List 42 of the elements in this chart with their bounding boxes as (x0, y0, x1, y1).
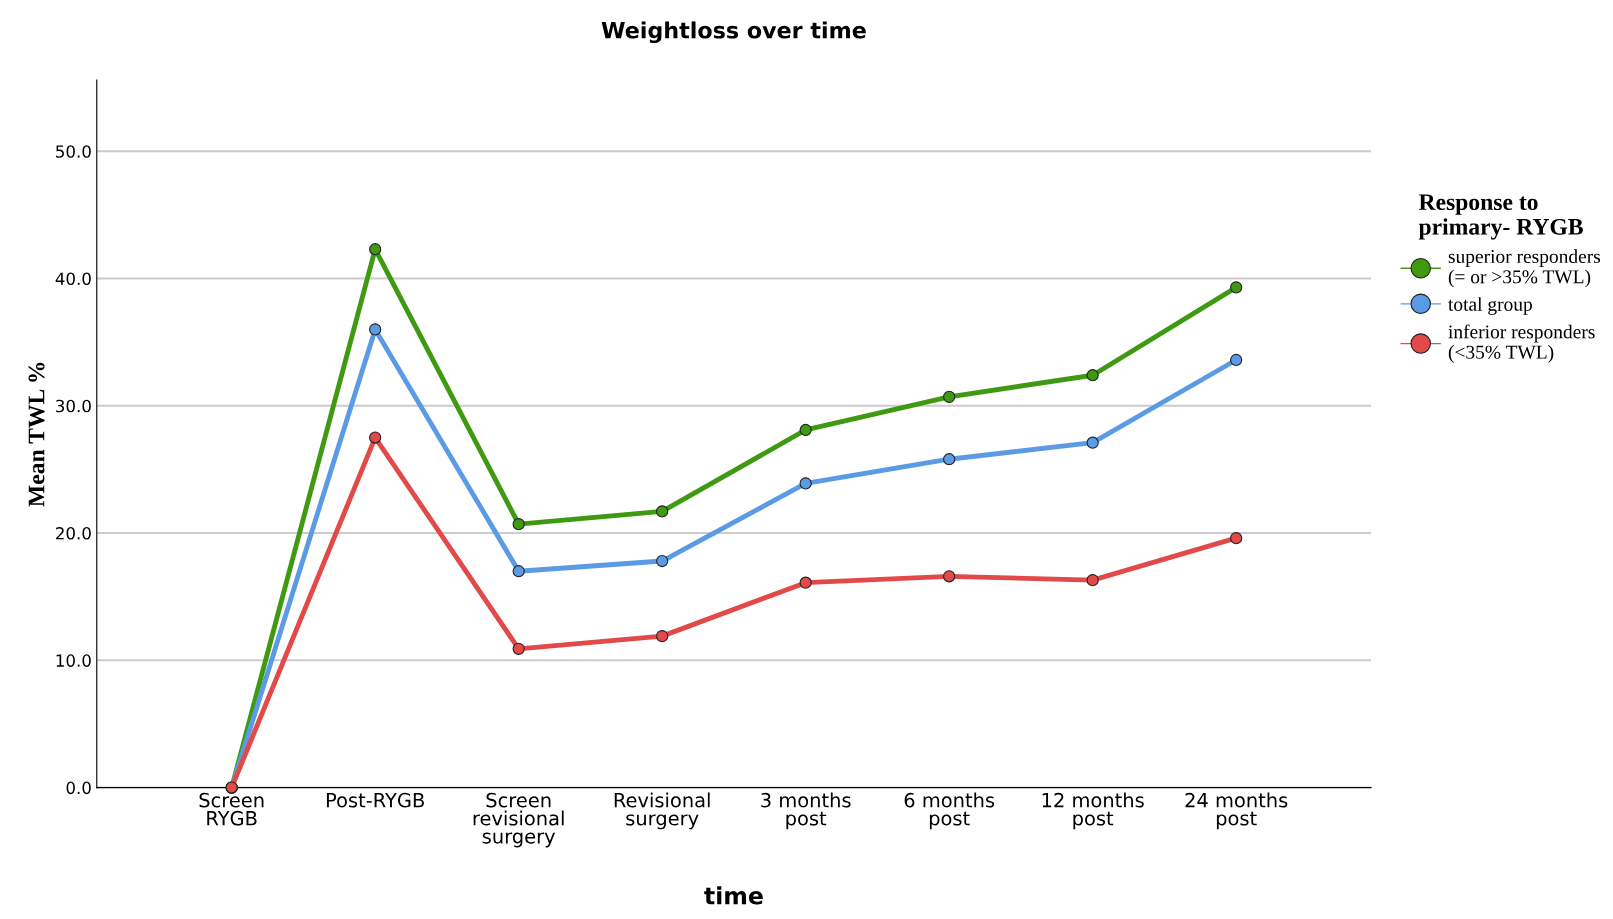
point (369, 243, 382, 256)
point (799, 477, 812, 490)
y-tick-label: 40.0 (55, 272, 91, 286)
point (1086, 369, 1099, 382)
x-tick-label: Screen RYGB (199, 792, 264, 826)
x-tick-label: 12 months post (1042, 792, 1144, 830)
point (1230, 532, 1243, 545)
legend-label: total group (1448, 297, 1532, 315)
point (799, 576, 812, 589)
legend-title: Response to primary- RYGB (1418, 194, 1583, 240)
point (1230, 281, 1243, 294)
x-tick-label: Screen revisional surgery (473, 792, 564, 848)
point (1230, 353, 1243, 367)
point (656, 505, 669, 518)
x-axis-title: time (704, 886, 763, 905)
chart-title: Weightloss over time (601, 21, 866, 44)
y-tick-label: 10.0 (56, 654, 91, 667)
x-tick-label: 24 months post (1185, 792, 1288, 830)
point (943, 453, 956, 466)
point (369, 431, 382, 444)
legend-label: superior responders (= or >35% TWL) (1448, 249, 1601, 288)
y-tick-label: 20.0 (56, 527, 91, 540)
y-tick-label: 30.0 (56, 399, 91, 413)
point (1086, 574, 1099, 587)
point (799, 423, 812, 437)
x-tick-label: 6 months post (904, 792, 995, 830)
y-tick-label: 50.0 (56, 145, 91, 158)
y-tick-label: 0.0 (66, 781, 91, 795)
point (512, 565, 525, 578)
point (369, 323, 382, 336)
legend-label: inferior responders (<35% TWL) (1448, 324, 1595, 363)
x-tick-label: Revisional surgery (614, 792, 710, 830)
point (1086, 436, 1099, 449)
x-tick-label: Post-RYGB (326, 792, 424, 808)
point (512, 518, 525, 531)
x-tick-label: 3 months post (761, 792, 851, 830)
y-axis-title: Mean TWL % (28, 362, 45, 507)
point (656, 630, 669, 643)
point (656, 554, 669, 568)
point (512, 642, 525, 655)
point (943, 390, 956, 403)
point (943, 570, 956, 583)
